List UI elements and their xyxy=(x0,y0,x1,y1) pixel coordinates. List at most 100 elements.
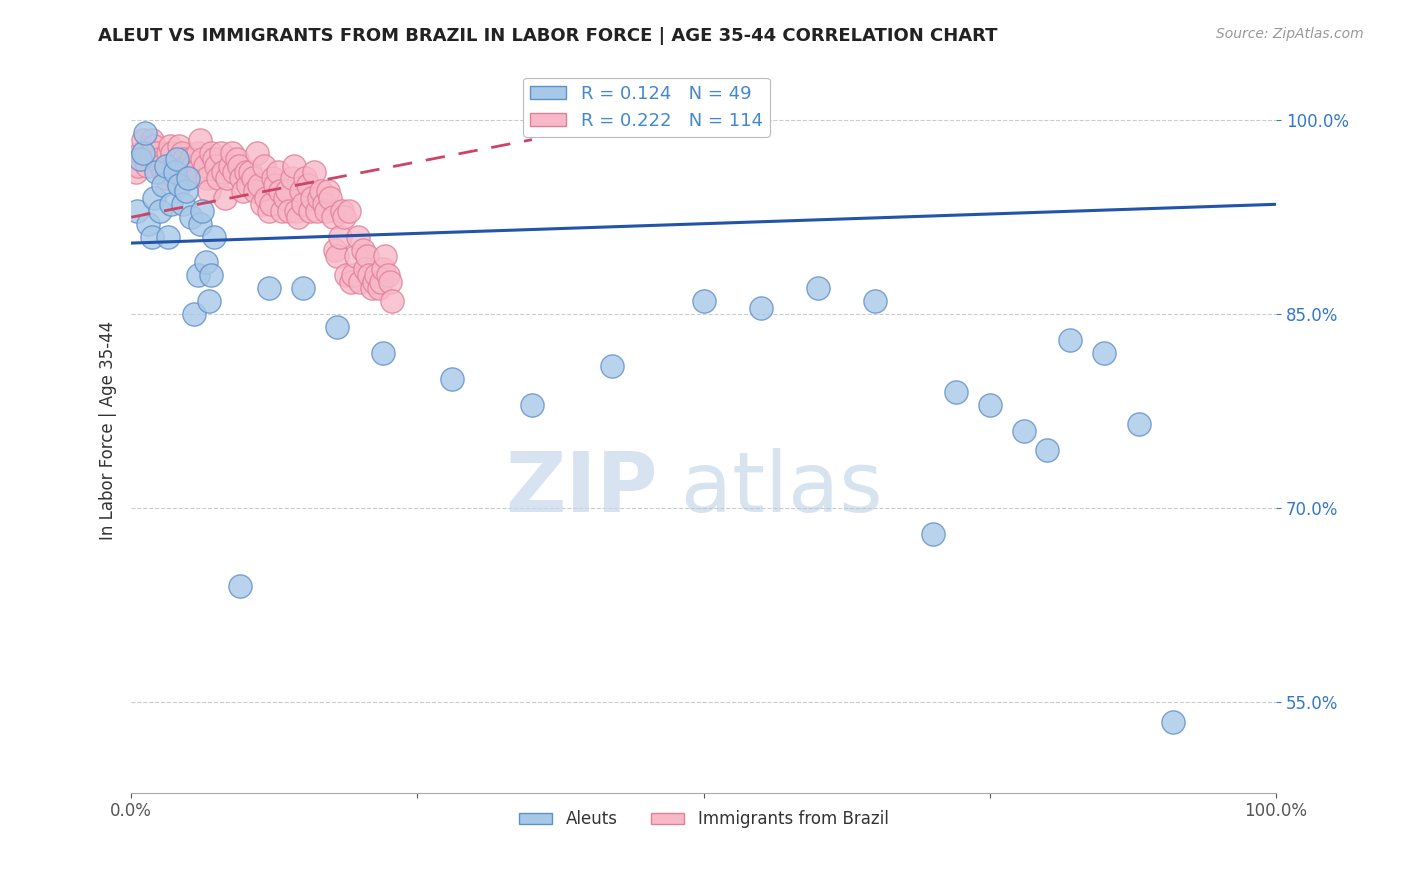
Point xyxy=(304,165,326,179)
Point xyxy=(249,178,271,192)
Point xyxy=(155,171,177,186)
Point xyxy=(170,145,193,160)
Text: ALEUT VS IMMIGRANTS FROM BRAZIL IN LABOR FORCE | AGE 35-44 CORRELATION CHART: ALEUT VS IMMIGRANTS FROM BRAZIL IN LABOR… xyxy=(98,27,998,45)
Point xyxy=(194,255,217,269)
Point xyxy=(129,145,152,160)
Point xyxy=(1161,714,1184,729)
Point xyxy=(246,145,269,160)
Point xyxy=(221,145,243,160)
Text: ZIP: ZIP xyxy=(505,448,658,529)
Point xyxy=(200,145,222,160)
Point xyxy=(183,307,205,321)
Point xyxy=(156,145,179,160)
Point xyxy=(160,197,183,211)
Point xyxy=(367,281,389,295)
Point xyxy=(166,152,188,166)
Point xyxy=(294,171,316,186)
Point xyxy=(156,229,179,244)
Legend: Aleuts, Immigrants from Brazil: Aleuts, Immigrants from Brazil xyxy=(512,804,896,835)
Point xyxy=(184,165,207,179)
Point xyxy=(371,262,394,277)
Point xyxy=(312,197,335,211)
Point xyxy=(143,191,166,205)
Point xyxy=(254,191,277,205)
Point xyxy=(374,249,396,263)
Point xyxy=(337,203,360,218)
Point xyxy=(291,281,314,295)
Point xyxy=(191,152,214,166)
Point xyxy=(143,139,166,153)
Point xyxy=(136,159,159,173)
Point xyxy=(323,243,346,257)
Point xyxy=(159,139,181,153)
Point xyxy=(267,165,290,179)
Point xyxy=(264,178,287,192)
Point xyxy=(316,185,339,199)
Point xyxy=(217,171,239,186)
Text: atlas: atlas xyxy=(681,448,883,529)
Point xyxy=(280,171,302,186)
Point xyxy=(129,152,152,166)
Point xyxy=(298,203,321,218)
Point xyxy=(232,185,254,199)
Point xyxy=(202,152,225,166)
Point xyxy=(1092,346,1115,360)
Point xyxy=(371,346,394,360)
Point xyxy=(285,203,308,218)
Point xyxy=(1059,333,1081,347)
Point xyxy=(600,359,623,373)
Point xyxy=(257,203,280,218)
Point xyxy=(377,268,399,283)
Point xyxy=(257,281,280,295)
Point xyxy=(315,203,337,218)
Point xyxy=(344,249,367,263)
Point xyxy=(311,185,333,199)
Point xyxy=(214,191,236,205)
Point xyxy=(381,294,404,309)
Point xyxy=(152,178,174,192)
Point xyxy=(276,185,298,199)
Point xyxy=(340,275,363,289)
Point xyxy=(127,159,149,173)
Point xyxy=(749,301,772,315)
Point xyxy=(125,203,148,218)
Point xyxy=(202,229,225,244)
Point xyxy=(363,275,385,289)
Point xyxy=(187,145,209,160)
Point xyxy=(145,145,167,160)
Point xyxy=(225,152,247,166)
Point xyxy=(335,268,357,283)
Point xyxy=(193,159,215,173)
Point xyxy=(326,320,349,334)
Point xyxy=(198,185,221,199)
Point xyxy=(125,165,148,179)
Point xyxy=(150,159,173,173)
Point xyxy=(865,294,887,309)
Point xyxy=(211,165,233,179)
Point xyxy=(218,159,240,173)
Text: Source: ZipAtlas.com: Source: ZipAtlas.com xyxy=(1216,27,1364,41)
Point xyxy=(253,159,276,173)
Point xyxy=(180,152,202,166)
Point xyxy=(349,275,371,289)
Point xyxy=(177,171,200,186)
Point xyxy=(174,159,197,173)
Point xyxy=(290,185,312,199)
Point xyxy=(1128,417,1150,431)
Point xyxy=(262,171,284,186)
Point xyxy=(229,579,252,593)
Point xyxy=(342,268,364,283)
Point xyxy=(329,229,352,244)
Point xyxy=(173,152,195,166)
Point xyxy=(149,203,172,218)
Point xyxy=(333,211,356,225)
Point xyxy=(242,171,264,186)
Point xyxy=(155,159,177,173)
Point xyxy=(163,165,186,179)
Point xyxy=(297,178,319,192)
Point xyxy=(131,145,153,160)
Point xyxy=(921,527,943,541)
Point xyxy=(148,152,170,166)
Point xyxy=(260,197,283,211)
Point xyxy=(141,133,163,147)
